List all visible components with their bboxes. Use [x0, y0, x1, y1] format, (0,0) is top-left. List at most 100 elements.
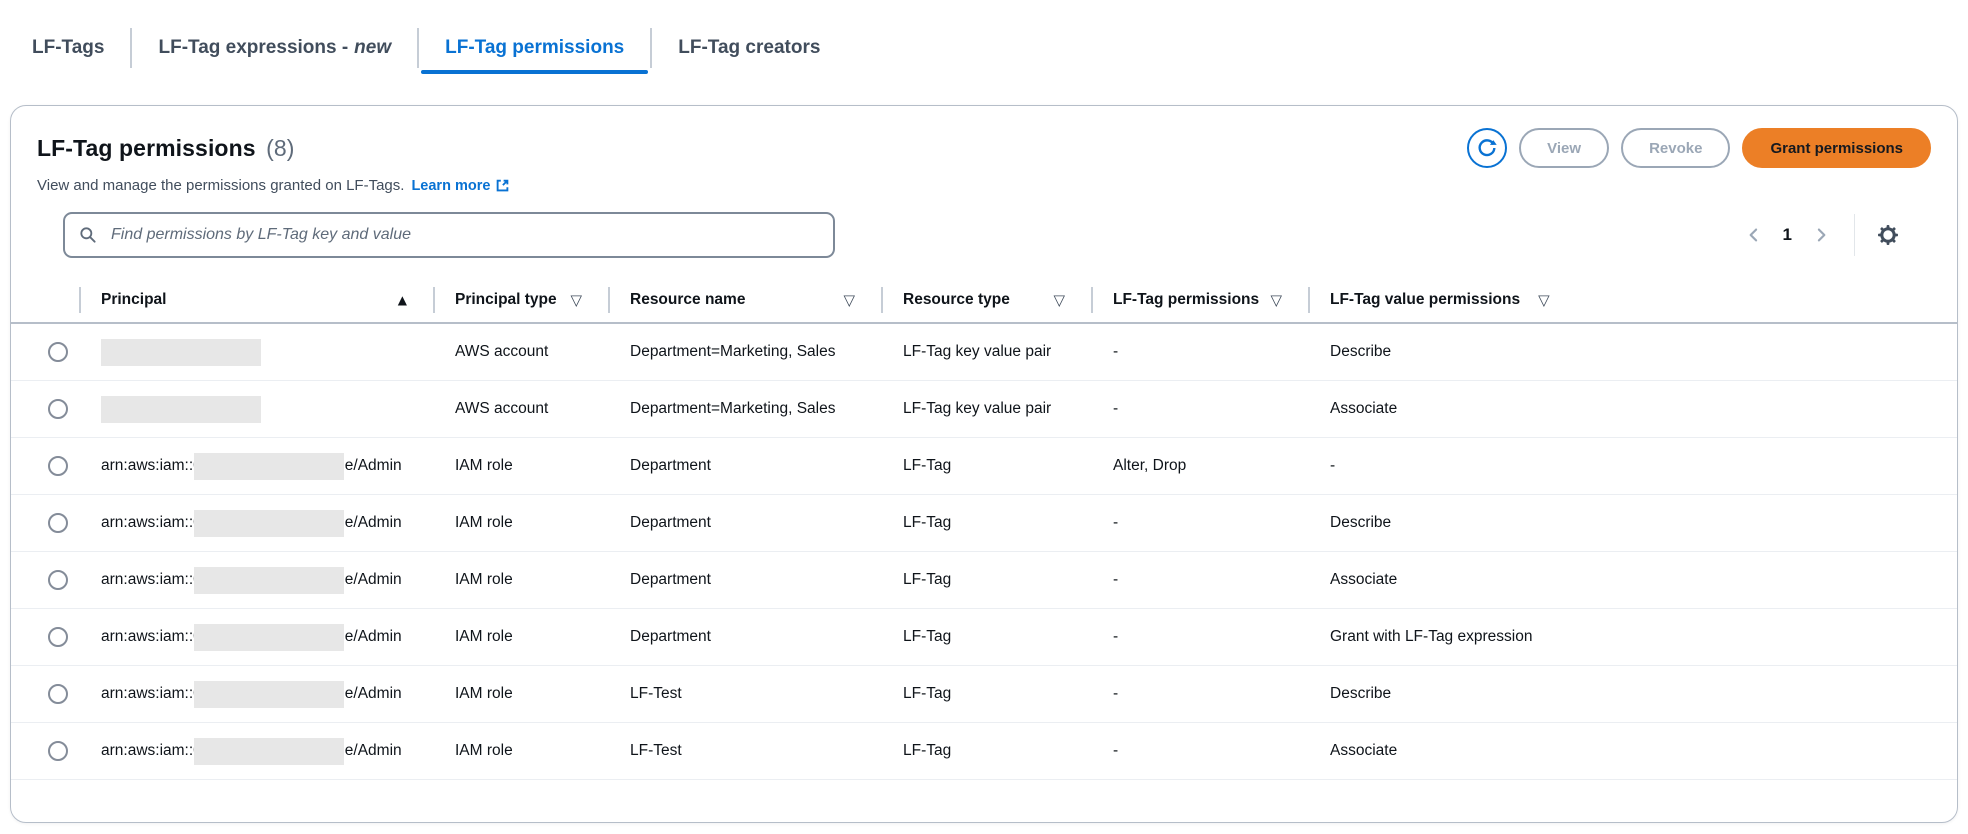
cell-resource-name: Department	[630, 628, 711, 645]
chevron-right-icon	[1817, 228, 1826, 242]
cell-resource-type: LF-Tag key value pair	[903, 400, 1052, 417]
cell-lf-tag-permissions: -	[1113, 742, 1119, 759]
filter-icon[interactable]: ▽	[570, 290, 582, 309]
settings-button[interactable]	[1871, 218, 1905, 252]
panel-description-text: View and manage the permissions granted …	[37, 177, 405, 194]
column-label: Resource name	[630, 291, 746, 308]
cell-lf-tag-value-permissions: -	[1330, 457, 1336, 474]
revoke-button[interactable]: Revoke	[1621, 128, 1731, 168]
cell-select	[11, 399, 79, 419]
table-row: arn:aws:iam::0 e/Admin IAM role Department L…	[11, 609, 1957, 666]
row-select-radio[interactable]	[48, 342, 68, 362]
cell-lf-tag-value-permissions: Describe	[1330, 514, 1392, 531]
table-row: arn:aws:iam::0 e/Admin IAM role Department L…	[11, 495, 1957, 552]
search-icon	[78, 225, 98, 245]
cell-resource-name: Department	[630, 571, 711, 588]
filter-icon[interactable]: ▽	[843, 290, 855, 309]
row-select-radio[interactable]	[48, 399, 68, 419]
learn-more-link[interactable]: Learn more	[411, 178, 510, 194]
column-label: LF-Tag permissions	[1113, 291, 1260, 308]
cell-lf-tag-permissions: -	[1113, 343, 1119, 360]
cell-lf-tag-permissions: -	[1113, 400, 1119, 417]
cell-lf-tag-permissions: -	[1113, 514, 1119, 531]
previous-page-button[interactable]	[1737, 218, 1771, 252]
cell-lf-tag-permissions: Alter, Drop	[1113, 457, 1187, 474]
sort-ascending-icon: ▲	[397, 293, 407, 307]
tab-label: LF-Tags	[32, 37, 105, 58]
principal-suffix: e/Admin	[344, 628, 402, 645]
column-header-lf_tag_permissions[interactable]: LF-Tag permissions ▽	[1091, 278, 1308, 322]
tab-bar: LF-Tags LF-Tag expressions - new LF-Tag per…	[0, 0, 1968, 96]
redacted-block	[101, 395, 261, 423]
column-label: Principal type	[455, 291, 557, 308]
cell-select	[11, 684, 79, 704]
tab-label: LF-Tag permissions	[445, 37, 625, 58]
view-button[interactable]: View	[1519, 128, 1610, 168]
column-header-principal[interactable]: Principal ▲	[79, 278, 433, 322]
cell-principal-type: IAM role	[455, 514, 513, 531]
redacted-block	[101, 338, 261, 366]
cell-select	[11, 570, 79, 590]
cell-principal: arn:aws:iam::0 e/Admin	[79, 737, 433, 765]
search-input[interactable]	[63, 212, 835, 258]
table-row: arn:aws:iam::0 e/Admin IAM role LF-Test LF-T…	[11, 723, 1957, 780]
column-header-resource_name[interactable]: Resource name ▽	[608, 278, 881, 322]
cell-lf-tag-value-permissions: Describe	[1330, 343, 1392, 360]
external-link-icon	[497, 179, 509, 192]
row-select-radio[interactable]	[48, 570, 68, 590]
cell-select	[11, 741, 79, 761]
refresh-button[interactable]	[1467, 128, 1508, 168]
row-select-radio[interactable]	[48, 456, 68, 476]
principal-prefix: arn:aws:iam::0	[101, 457, 202, 474]
row-select-radio[interactable]	[48, 513, 68, 533]
column-label: Resource type	[903, 291, 1010, 308]
tab-label-new: new	[354, 37, 392, 58]
redacted-block	[193, 452, 344, 480]
principal-suffix: e/Admin	[344, 514, 402, 531]
tab-label: LF-Tag creators	[678, 37, 821, 58]
column-header-resource_type[interactable]: Resource type ▽	[881, 278, 1091, 322]
cell-lf-tag-value-permissions: Associate	[1330, 571, 1398, 588]
tab-divider	[417, 28, 420, 68]
tab-lf-tag-expressions-new[interactable]: LF-Tag expressions - new	[132, 0, 417, 96]
row-select-radio[interactable]	[48, 684, 68, 704]
cell-lf-tag-value-permissions: Associate	[1330, 400, 1398, 417]
cell-principal: arn:aws:iam::0 e/Admin	[79, 509, 433, 537]
cell-resource-name: Department=Marketing, Sales	[630, 343, 836, 360]
table-row: arn:aws:iam::0 e/Admin IAM role Department L…	[11, 438, 1957, 495]
tab-lf-tags[interactable]: LF-Tags	[32, 0, 130, 96]
tab-label: LF-Tag expressions - new	[158, 37, 392, 58]
permissions-table: Principal ▲ Principal type ▽ Resource name ▽ R…	[11, 278, 1957, 780]
filter-icon[interactable]: ▽	[1053, 290, 1065, 309]
row-select-radio[interactable]	[48, 741, 68, 761]
cell-principal-type: IAM role	[455, 742, 513, 759]
cell-principal-type: AWS account	[455, 343, 549, 360]
cell-principal-type: IAM role	[455, 571, 513, 588]
cell-principal	[79, 395, 433, 423]
column-label: Principal	[101, 291, 167, 308]
next-page-button[interactable]	[1804, 218, 1838, 252]
filter-icon[interactable]: ▽	[1270, 290, 1282, 309]
row-select-radio[interactable]	[48, 627, 68, 647]
table-body: AWS account Department=Marketing, Sales LF…	[11, 324, 1957, 780]
cell-principal	[79, 338, 433, 366]
tab-lf-tag-permissions[interactable]: LF-Tag permissions	[419, 0, 650, 96]
redacted-block	[193, 623, 344, 651]
cell-resource-type: LF-Tag	[903, 742, 952, 759]
cell-resource-type: LF-Tag	[903, 571, 952, 588]
cell-resource-type: LF-Tag	[903, 457, 952, 474]
redacted-block	[193, 509, 344, 537]
cell-resource-name: LF-Test	[630, 742, 682, 759]
redacted-block	[193, 566, 344, 594]
tab-divider	[650, 28, 653, 68]
current-page[interactable]: 1	[1782, 225, 1792, 244]
cell-select	[11, 342, 79, 362]
filter-icon[interactable]: ▽	[1538, 290, 1550, 309]
column-header-lf_tag_value_permissions[interactable]: LF-Tag value permissions ▽	[1308, 278, 1957, 322]
grant-permissions-button[interactable]: Grant permissions	[1742, 128, 1931, 168]
column-header-principal_type[interactable]: Principal type ▽	[433, 278, 608, 322]
tab-lf-tag-creators[interactable]: LF-Tag creators	[652, 0, 846, 96]
cell-resource-name: Department=Marketing, Sales	[630, 400, 836, 417]
cell-select	[11, 513, 79, 533]
principal-prefix: arn:aws:iam::0	[101, 514, 202, 531]
